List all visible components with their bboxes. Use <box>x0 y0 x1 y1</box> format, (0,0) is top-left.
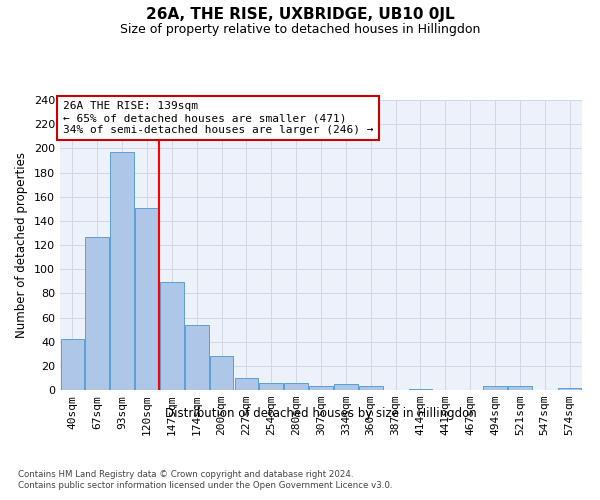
Bar <box>61 339 84 390</box>
Bar <box>483 386 507 390</box>
Text: 26A, THE RISE, UXBRIDGE, UB10 0JL: 26A, THE RISE, UXBRIDGE, UB10 0JL <box>146 8 454 22</box>
Y-axis label: Number of detached properties: Number of detached properties <box>16 152 28 338</box>
Bar <box>185 325 209 390</box>
Bar <box>284 383 308 390</box>
Bar <box>85 236 109 390</box>
Bar <box>359 386 383 390</box>
Text: Contains HM Land Registry data © Crown copyright and database right 2024.: Contains HM Land Registry data © Crown c… <box>18 470 353 479</box>
Text: Contains public sector information licensed under the Open Government Licence v3: Contains public sector information licen… <box>18 481 392 490</box>
Bar <box>235 378 258 390</box>
Bar <box>110 152 134 390</box>
Bar <box>210 356 233 390</box>
Bar <box>309 386 333 390</box>
Bar <box>558 388 581 390</box>
Text: Distribution of detached houses by size in Hillingdon: Distribution of detached houses by size … <box>165 408 477 420</box>
Bar <box>160 282 184 390</box>
Bar <box>135 208 159 390</box>
Bar <box>259 383 283 390</box>
Bar <box>334 384 358 390</box>
Text: Size of property relative to detached houses in Hillingdon: Size of property relative to detached ho… <box>120 22 480 36</box>
Bar <box>508 386 532 390</box>
Text: 26A THE RISE: 139sqm
← 65% of detached houses are smaller (471)
34% of semi-deta: 26A THE RISE: 139sqm ← 65% of detached h… <box>62 102 373 134</box>
Bar <box>409 389 432 390</box>
